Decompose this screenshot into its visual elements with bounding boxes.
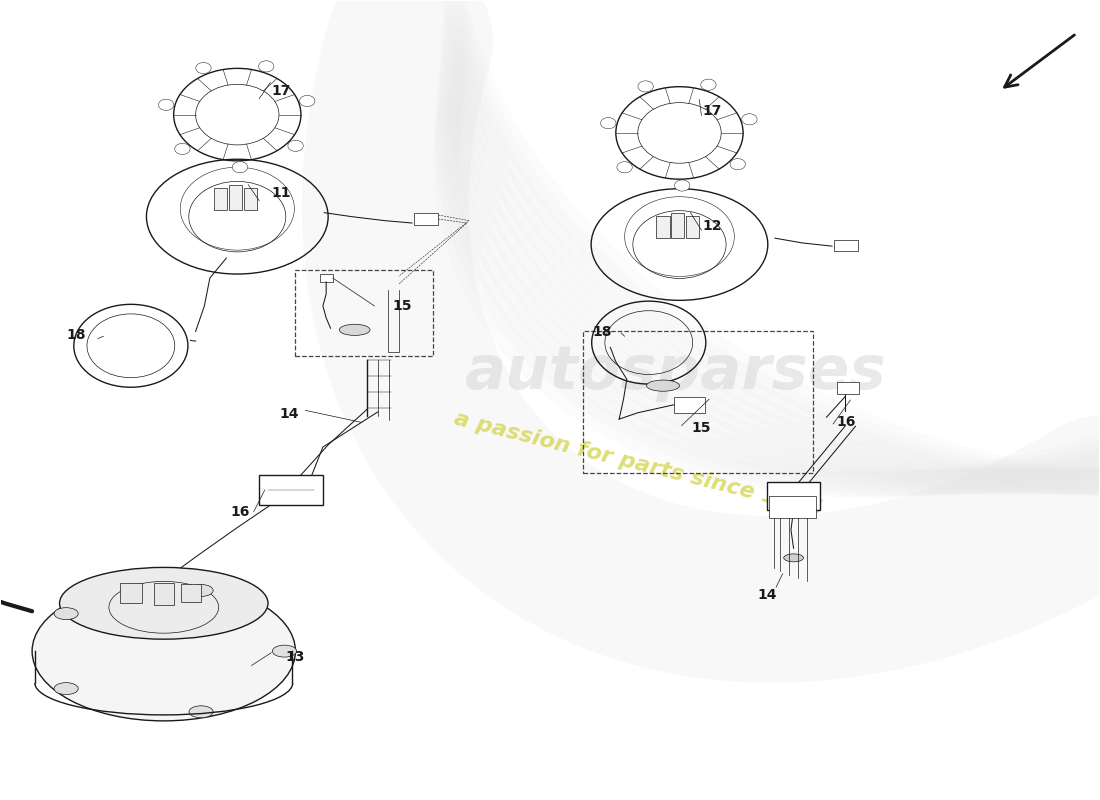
Circle shape [232,162,248,173]
FancyBboxPatch shape [161,569,180,578]
Circle shape [196,62,211,74]
Ellipse shape [54,608,78,620]
Ellipse shape [783,554,803,562]
FancyBboxPatch shape [837,382,859,394]
Text: 14: 14 [279,407,298,422]
FancyBboxPatch shape [834,240,858,251]
FancyBboxPatch shape [154,582,174,605]
Circle shape [674,180,690,191]
Text: 17: 17 [272,84,290,98]
FancyBboxPatch shape [214,188,228,210]
FancyBboxPatch shape [182,584,201,602]
FancyBboxPatch shape [671,213,684,238]
Text: 13: 13 [286,650,305,664]
Text: 15: 15 [392,299,411,313]
Ellipse shape [189,706,213,718]
Text: 17: 17 [703,105,722,118]
Ellipse shape [32,582,296,721]
Ellipse shape [273,645,297,657]
Ellipse shape [54,682,78,694]
Circle shape [601,118,616,129]
FancyBboxPatch shape [415,214,438,225]
FancyBboxPatch shape [767,482,820,510]
Text: 14: 14 [758,588,777,602]
FancyBboxPatch shape [686,216,700,238]
Text: 16: 16 [837,415,856,430]
Circle shape [288,140,304,151]
Text: 11: 11 [272,186,290,200]
Circle shape [299,95,315,106]
Circle shape [701,79,716,90]
Text: 15: 15 [692,421,712,435]
Ellipse shape [59,567,268,639]
Circle shape [617,162,632,173]
Circle shape [741,114,757,125]
Text: 12: 12 [703,219,722,234]
FancyBboxPatch shape [769,496,815,518]
Text: 16: 16 [231,505,251,518]
FancyBboxPatch shape [120,583,142,603]
FancyBboxPatch shape [260,475,323,506]
Circle shape [175,143,190,154]
Circle shape [158,99,174,110]
Ellipse shape [647,380,680,391]
Ellipse shape [189,585,213,597]
Text: 18: 18 [66,328,86,342]
Circle shape [730,158,746,170]
FancyBboxPatch shape [674,397,705,413]
Circle shape [638,81,653,92]
FancyBboxPatch shape [244,188,257,210]
FancyBboxPatch shape [320,274,333,282]
Text: a passion for parts since 1985: a passion for parts since 1985 [452,408,824,519]
FancyBboxPatch shape [229,185,242,210]
Circle shape [258,61,274,72]
Text: 18: 18 [593,326,613,339]
Text: autosparses: autosparses [465,342,887,402]
FancyBboxPatch shape [657,216,670,238]
Ellipse shape [339,324,370,335]
